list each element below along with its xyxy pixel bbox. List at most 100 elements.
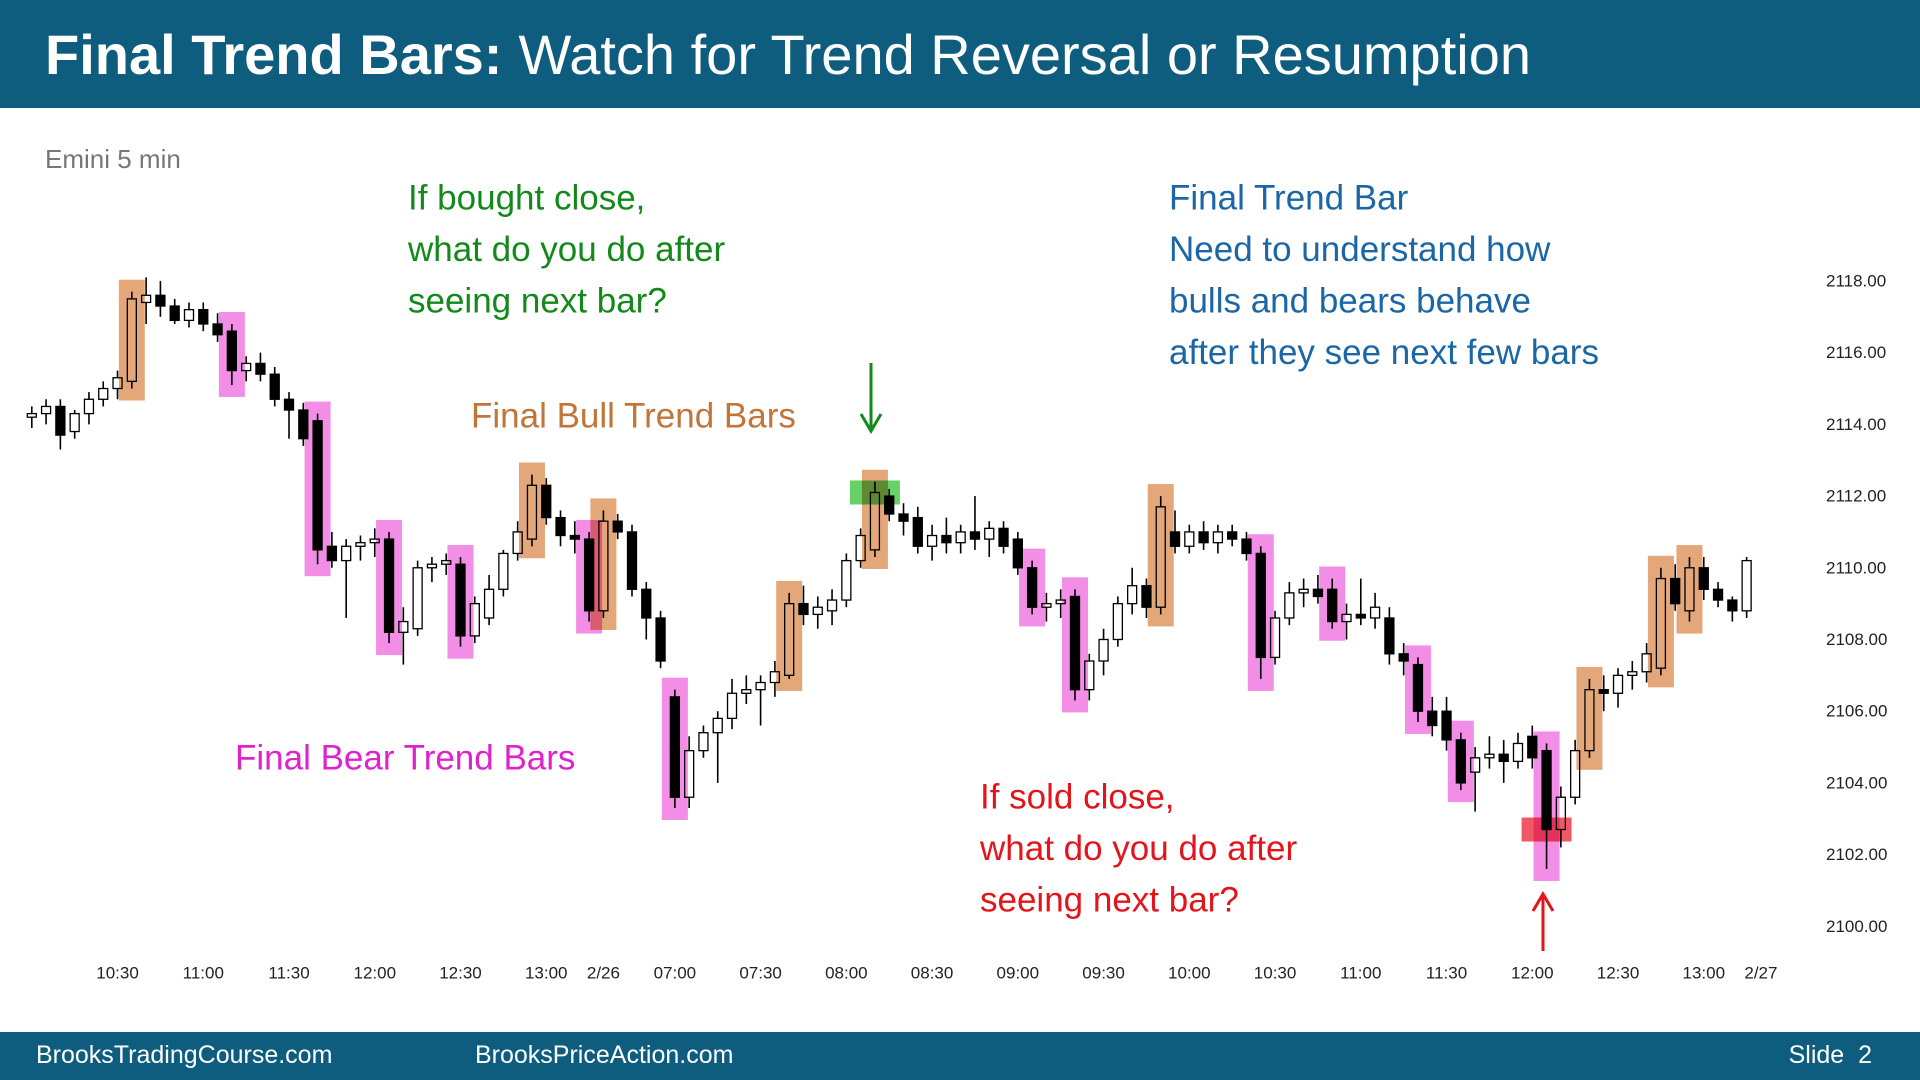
candle-body [1570, 749, 1581, 798]
title-rest: Watch for Trend Reversal or Resumption [518, 23, 1531, 86]
annotation-line: after they see next few bars [1169, 333, 1599, 372]
bull-highlight-box [118, 279, 145, 401]
candle-body [969, 531, 981, 540]
x-tick-label: 13:00 [525, 964, 568, 983]
candle-body [1355, 613, 1366, 619]
bear-highlight-box [218, 311, 245, 397]
x-tick-label: 13:00 [1682, 964, 1725, 983]
bear-highlight-box [661, 677, 688, 820]
bear-highlight-box [576, 519, 603, 634]
candle-body [698, 732, 709, 752]
x-tick-label: 07:00 [654, 964, 697, 983]
annotation-line: what do you do after [407, 230, 725, 269]
candle-body [1384, 617, 1395, 655]
x-tick-label: 12:00 [353, 964, 396, 983]
candle-body [98, 387, 109, 400]
candle-body [1712, 588, 1724, 601]
annotation-line: what do you do after [979, 829, 1297, 868]
candle-body [626, 531, 638, 590]
bull-highlight-box [1147, 484, 1174, 627]
x-tick-label: 09:30 [1082, 964, 1125, 983]
candle-body [1112, 602, 1124, 641]
candle-body [1484, 753, 1495, 759]
signal-bar-box [849, 480, 900, 505]
chart-subtitle: Emini 5 min [45, 144, 181, 174]
candle-body [1227, 531, 1238, 540]
x-tick-label: 11:00 [1340, 964, 1381, 983]
bull-highlight-box [518, 462, 545, 559]
bear-highlight-box [1319, 566, 1346, 641]
candle-body [898, 513, 909, 522]
bear-highlight-box [1019, 548, 1046, 627]
bear-highlight-box [1247, 534, 1274, 691]
candle-body [1098, 638, 1109, 662]
x-tick-label: 09:00 [997, 964, 1040, 983]
annotation-line: bulls and bears behave [1169, 282, 1531, 321]
candle-body [741, 689, 752, 694]
candle-body [269, 373, 280, 400]
candle-body [412, 567, 423, 630]
annotation-line: Final Bear Trend Bars [235, 739, 575, 778]
candle-body [941, 534, 952, 544]
x-tick-label: 11:00 [183, 964, 224, 983]
x-tick-label: 12:30 [1597, 964, 1640, 983]
annotation-line: Need to understand how [1169, 230, 1551, 269]
candle-body [1284, 592, 1295, 619]
candle-body [755, 681, 766, 691]
footer-left: BrooksTradingCourse.com [36, 1041, 332, 1069]
bull-highlight-box [1647, 555, 1674, 688]
bear-highlight-box [376, 519, 403, 656]
candle-body [1627, 671, 1638, 676]
x-tick-label: 08:00 [825, 964, 868, 983]
candle-body [555, 516, 566, 537]
candle-body [655, 617, 666, 662]
arrow-head [859, 413, 883, 434]
y-tick-label: 2100.00 [1826, 917, 1887, 936]
candle-body [1127, 585, 1138, 605]
bear-highlight-box [1404, 645, 1431, 734]
annotation-line: Final Trend Bar [1169, 179, 1409, 218]
candle-body [483, 588, 495, 619]
annotation-line: seeing next bar? [980, 881, 1239, 920]
candle-body [26, 412, 37, 418]
bear-highlight-box [1533, 731, 1560, 881]
candle-body [183, 308, 195, 322]
x-tick-label: 2/26 [587, 964, 620, 983]
candle-body [69, 412, 80, 433]
candle-body [998, 527, 1009, 547]
plot-area: 2100.00 2102.00 2104.00 2106.00 2108.00 2110.… [26, 271, 1887, 983]
candle-body [1198, 531, 1209, 544]
candle-body [1741, 559, 1752, 612]
candle-body [426, 563, 438, 569]
y-tick-label: 2108.00 [1826, 630, 1887, 649]
x-tick-label: 10:00 [1168, 964, 1211, 983]
candle-body [355, 542, 366, 547]
x-tick-label: 11:30 [1426, 964, 1467, 983]
y-tick-label: 2116.00 [1826, 343, 1886, 362]
candle-body [83, 398, 95, 415]
candle-body [498, 552, 509, 590]
candle-body [255, 362, 266, 375]
x-tick-label: 08:30 [911, 964, 954, 983]
y-tick-label: 2118.00 [1826, 271, 1886, 290]
candle-body [1212, 531, 1224, 544]
annotation-line: Final Bull Trend Bars [471, 397, 796, 436]
y-tick-label: 2104.00 [1826, 773, 1887, 792]
signal-bar-box [1521, 817, 1572, 842]
bull-highlight-box [1576, 666, 1603, 770]
y-tick-label: 2114.00 [1826, 415, 1886, 434]
bear-highlight-box [304, 401, 331, 577]
candle-body [169, 305, 180, 322]
x-tick-label: 2/27 [1744, 964, 1777, 983]
y-tick-label: 2106.00 [1826, 702, 1887, 721]
candle-body [1612, 674, 1624, 694]
candle-body [712, 717, 723, 734]
footer-center: BrooksPriceAction.com [475, 1041, 733, 1069]
candle-body [155, 294, 166, 307]
candle-body [912, 516, 923, 547]
y-tick-label: 2102.00 [1826, 845, 1887, 864]
candle-body [283, 398, 295, 411]
candle-body [984, 527, 995, 540]
slide-title: Final Trend Bars: Watch for Trend Reversa… [45, 23, 1531, 86]
